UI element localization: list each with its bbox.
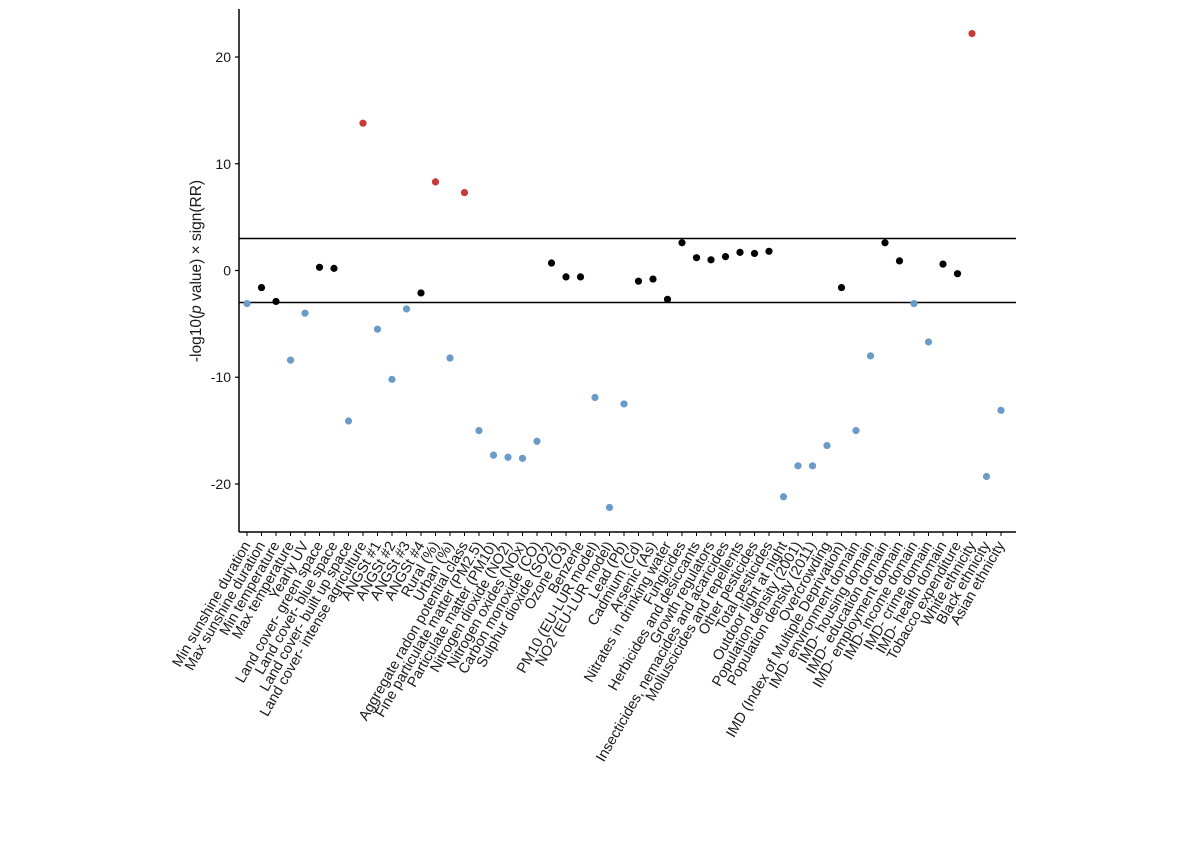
data-point: [997, 406, 1005, 414]
data-point: [576, 273, 585, 281]
y-tick-label: 20: [215, 49, 231, 65]
data-point: [765, 247, 773, 255]
data-point: [721, 253, 730, 261]
data-point: [286, 356, 295, 364]
y-tick-label: 10: [215, 156, 231, 172]
data-point: [736, 248, 744, 256]
data-point: [373, 325, 382, 333]
data-point: [794, 462, 802, 470]
data-point: [243, 299, 251, 308]
data-point: [446, 354, 454, 362]
data-point: [692, 254, 701, 262]
data-point: [272, 297, 280, 306]
data-point: [301, 309, 309, 317]
data-point: [649, 275, 657, 283]
data-point: [330, 264, 338, 272]
data-point: [895, 257, 904, 265]
data-point: [663, 295, 672, 303]
data-point: [402, 305, 411, 313]
data-point: [591, 393, 599, 402]
data-point: [968, 29, 976, 38]
data-point: [953, 270, 962, 278]
data-point: [750, 249, 759, 258]
data-point: [562, 273, 570, 281]
data-point: [475, 427, 483, 435]
data-point: [533, 437, 541, 445]
data-point: [504, 453, 512, 461]
data-point: [837, 283, 846, 292]
data-point: [823, 441, 831, 450]
data-point: [910, 299, 918, 308]
data-point: [620, 400, 628, 408]
data-point: [417, 289, 425, 297]
threshold-lines: [239, 237, 1016, 304]
axes: [238, 9, 1016, 533]
data-point: [881, 239, 889, 247]
data-point: [489, 451, 498, 459]
y-axis-ticks: -20 -10 0 10 20: [211, 49, 239, 492]
data-point: [518, 454, 527, 462]
data-point: [866, 352, 875, 360]
y-tick-label: -10: [211, 369, 231, 385]
data-point: [605, 503, 614, 512]
data-point: [779, 493, 788, 501]
y-tick-label: -20: [211, 476, 231, 492]
data-point: [344, 417, 353, 425]
data-point: [388, 375, 396, 383]
data-points: [243, 29, 1005, 512]
data-point: [924, 338, 933, 346]
data-point: [852, 427, 860, 435]
data-point: [982, 472, 991, 481]
data-point: [939, 260, 947, 268]
data-point: [460, 188, 469, 197]
data-point: [315, 263, 324, 271]
data-point: [359, 119, 367, 127]
data-point: [634, 277, 643, 285]
data-point: [257, 283, 266, 292]
y-tick-label: 0: [223, 263, 231, 279]
data-point: [547, 259, 556, 267]
data-point: [431, 178, 440, 186]
data-point: [678, 239, 686, 247]
y-axis-title: -log10(p value) × sign(RR): [188, 180, 205, 362]
data-point: [707, 256, 715, 264]
data-point: [808, 462, 817, 470]
